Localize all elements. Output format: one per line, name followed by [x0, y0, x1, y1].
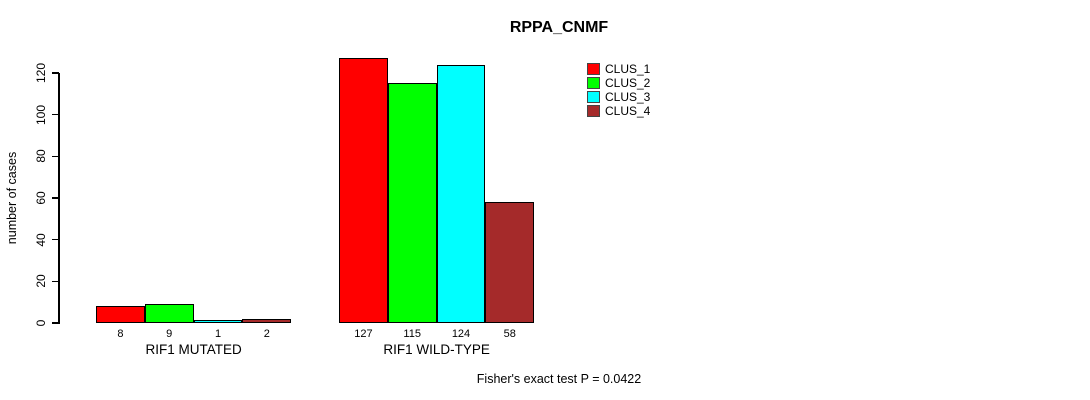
legend: CLUS_1 CLUS_2 CLUS_3 CLUS_4	[587, 63, 650, 117]
legend-item: CLUS_3	[587, 91, 650, 103]
bar-value-label: 1	[214, 328, 222, 340]
y-tick-label: 0	[34, 319, 48, 327]
annotation-text: Fisher's exact test P = 0.0422	[476, 372, 642, 386]
bar-value-label: 2	[263, 328, 270, 340]
group-label: RIF1 WILD-TYPE	[383, 342, 490, 357]
legend-item: CLUS_2	[587, 77, 650, 89]
bar-value-label: 58	[503, 328, 516, 340]
y-tick	[52, 197, 59, 199]
y-tick	[52, 322, 59, 324]
bar-clus_3-group1	[193, 320, 243, 323]
bar-clus_1-group2	[339, 58, 388, 323]
legend-swatch-clus_4	[587, 105, 600, 117]
y-tick-label: 100	[34, 104, 48, 125]
y-tick-label: 40	[34, 232, 48, 247]
legend-swatch-clus_1	[587, 63, 600, 75]
y-tick-label: 120	[34, 62, 48, 84]
group-label: RIF1 MUTATED	[145, 342, 242, 357]
bar-clus_2-group1	[144, 304, 194, 323]
legend-label: CLUS_2	[605, 76, 651, 90]
y-tick	[52, 113, 59, 116]
legend-label: CLUS_4	[605, 104, 651, 118]
bar-clus_2-group2	[387, 83, 437, 323]
bar-value-label: 124	[451, 328, 471, 340]
bar-value-label: 127	[354, 328, 373, 340]
legend-swatch-clus_2	[587, 77, 600, 89]
bar-clus_1-group1	[96, 306, 145, 323]
bar-clus_3-group2	[436, 64, 486, 323]
bar-value-label: 9	[166, 328, 173, 340]
legend-label: CLUS_3	[605, 90, 651, 104]
legend-item: CLUS_4	[587, 105, 650, 117]
y-tick	[52, 72, 59, 74]
bar-value-label: 115	[403, 328, 421, 340]
legend-swatch-clus_3	[587, 91, 600, 103]
bar-clus_4-group1	[242, 318, 292, 323]
chart-title: RPPA_CNMF	[509, 19, 609, 36]
bar-clus_4-group2	[485, 202, 535, 323]
y-axis-title: number of cases	[5, 151, 19, 245]
y-tick	[52, 155, 59, 158]
y-tick-label: 60	[34, 191, 48, 205]
bar-value-label: 8	[117, 328, 124, 340]
legend-item: CLUS_1	[587, 63, 650, 75]
y-tick-label: 80	[34, 149, 48, 164]
y-tick	[52, 238, 59, 241]
y-tick	[52, 280, 59, 283]
legend-label: CLUS_1	[605, 62, 651, 76]
y-tick-label: 20	[34, 274, 48, 289]
